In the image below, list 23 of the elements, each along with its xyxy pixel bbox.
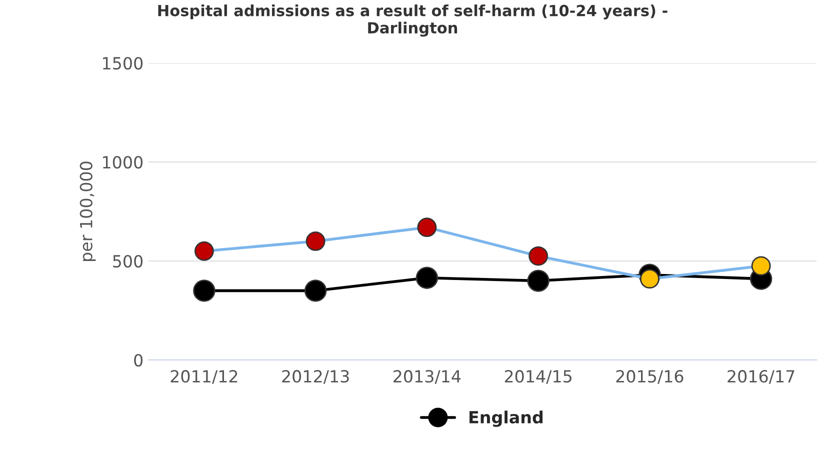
point — [417, 218, 437, 238]
y-tick-label: 500 — [113, 254, 143, 268]
x-tick-label: 2012/13 — [282, 370, 349, 384]
y-tick-label: 0 — [134, 354, 143, 367]
point — [751, 256, 771, 276]
y-tick-label: 1500 — [103, 56, 143, 70]
x-tick-label: 2014/15 — [504, 370, 572, 384]
point — [528, 246, 548, 266]
point — [194, 241, 214, 261]
y-axis-title: per 100,000 — [80, 162, 96, 261]
point — [416, 266, 438, 289]
legend-label: England — [470, 410, 543, 427]
chart-title: Hospital admissions as a result of self-harm (10-24 years) - Darlington — [158, 4, 668, 37]
point — [640, 269, 660, 289]
point — [306, 231, 326, 251]
point — [527, 270, 550, 292]
x-tick-label: 2016/17 — [728, 370, 794, 384]
x-tick-label: 2011/12 — [170, 370, 238, 384]
point — [304, 280, 327, 302]
y-tick-label: 1000 — [103, 156, 143, 169]
x-tick-label: 2013/14 — [394, 370, 461, 384]
x-tick-label: 2015/16 — [616, 370, 684, 384]
point — [193, 280, 216, 302]
